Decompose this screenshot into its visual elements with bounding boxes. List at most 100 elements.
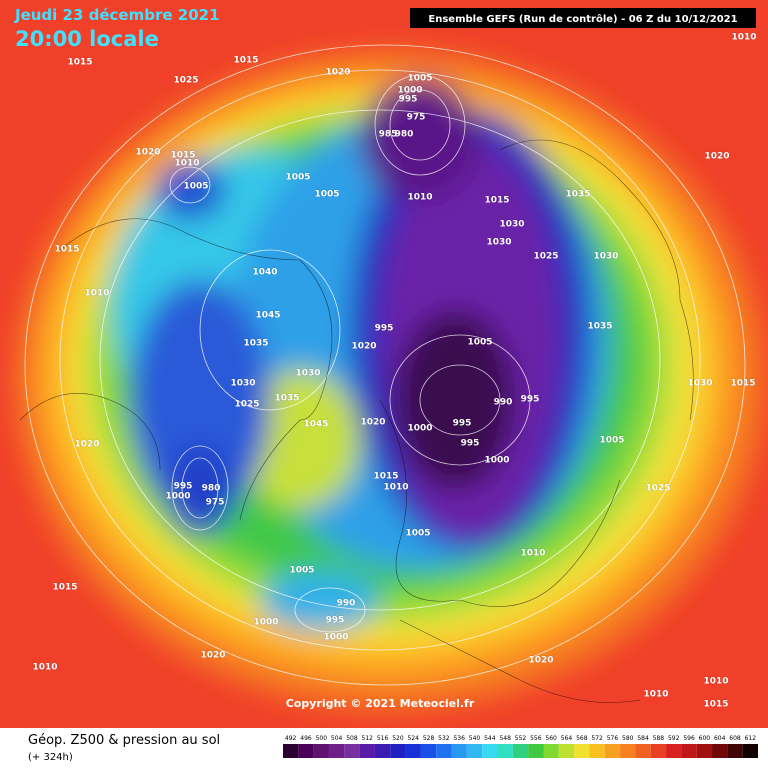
isobar-label: 1015: [484, 196, 509, 206]
isobar-label: 995: [453, 419, 472, 429]
scale-swatch: [666, 744, 682, 758]
isobar-label: 1010: [407, 193, 432, 203]
isobar-label: 995: [461, 439, 480, 449]
isobar-label: 1000: [253, 618, 278, 628]
scale-label: 600: [699, 735, 711, 742]
isobar-label: 1020: [528, 656, 553, 666]
isobar-label: 1010: [174, 159, 199, 169]
isobar-label: 1015: [67, 58, 92, 68]
isobar-label: 1020: [351, 342, 376, 352]
isobar-label: 995: [521, 395, 540, 405]
scale-label: 552: [515, 735, 527, 742]
isobar-label: 1005: [599, 436, 624, 446]
scale-swatch: [512, 744, 529, 758]
isobar-label: 1010: [32, 663, 57, 673]
isobar-label: 1000: [397, 86, 422, 96]
isobar-label: 1000: [407, 424, 432, 434]
isobar-label: 995: [375, 324, 394, 334]
isobar-label: 1020: [325, 68, 350, 78]
scale-swatch: [635, 744, 651, 758]
run-box: [410, 8, 756, 28]
scale-swatch: [528, 744, 544, 758]
scale-label: 596: [683, 735, 695, 742]
scale-label: 528: [423, 735, 435, 742]
scale-swatch: [543, 744, 559, 758]
scale-swatch: [298, 744, 314, 758]
isobar-label: 1015: [170, 151, 195, 161]
scale-label: 540: [469, 735, 481, 742]
isobar-label: 995: [174, 482, 193, 492]
scale-swatch: [589, 744, 605, 758]
isobar-label: 1010: [703, 677, 728, 687]
isobar-label: 1015: [373, 472, 398, 482]
scale-label: 496: [300, 735, 312, 742]
coastlines: [19, 139, 694, 703]
scale-swatch: [451, 744, 467, 758]
scale-label: 504: [331, 735, 343, 742]
isobar-label: 1005: [467, 338, 492, 348]
scale-label: 532: [438, 735, 450, 742]
scale-swatch: [405, 744, 421, 758]
scale-label: 512: [362, 735, 374, 742]
isobar-label: 1020: [360, 418, 385, 428]
isobar-label: 1030: [499, 220, 524, 230]
isobar-label: 1020: [135, 148, 160, 158]
isobar-label: 1020: [704, 152, 729, 162]
scale-swatch: [497, 744, 513, 758]
isobar-label: 1025: [173, 76, 198, 86]
isobar-label: 995: [326, 616, 345, 626]
isobar-label: 1000: [323, 633, 348, 643]
isobar-label: 1015: [233, 56, 258, 66]
scale-swatch: [742, 744, 758, 758]
isobar-label: 1015: [730, 379, 755, 389]
isobar-label: 1035: [274, 394, 299, 404]
isobar-label: 1040: [252, 268, 277, 278]
scale-swatch: [466, 744, 483, 758]
isobar-label: 1025: [234, 400, 259, 410]
isobar-label: 1000: [165, 492, 190, 502]
isobar-label: 1030: [593, 252, 618, 262]
scale-label: 548: [499, 735, 511, 742]
scale-label: 520: [392, 735, 404, 742]
isobar-label: 990: [337, 599, 356, 609]
isobar-label: 1010: [84, 289, 109, 299]
isobar-label: 975: [407, 113, 426, 123]
legend-subtitle: (+ 324h): [28, 752, 73, 763]
scale-label: 588: [653, 735, 665, 742]
scale-swatch: [574, 744, 590, 758]
scale-swatch: [374, 744, 391, 758]
isobar-label: 1010: [520, 549, 545, 559]
scale-swatch: [681, 744, 697, 758]
isobar-label: 985: [379, 130, 398, 140]
scale-label: 608: [729, 735, 741, 742]
scale-label: 580: [622, 735, 634, 742]
scale-swatch: [420, 744, 437, 758]
isobar-label: 1025: [533, 252, 558, 262]
scale-label: 576: [607, 735, 619, 742]
scale-label: 556: [530, 735, 542, 742]
isobar-label: 990: [494, 398, 513, 408]
isobar-label: 1045: [255, 311, 280, 321]
isobar-label: 1015: [52, 583, 77, 593]
copyright: Copyright © 2021 Meteociel.fr: [286, 697, 475, 710]
scale-label: 536: [453, 735, 465, 742]
legend-title: Géop. Z500 & pression au sol: [28, 733, 220, 748]
isobar-label: 980: [202, 484, 221, 494]
isobar-label: 1010: [383, 483, 408, 493]
scale-label: 568: [576, 735, 588, 742]
scale-label: 584: [637, 735, 649, 742]
scale-swatch: [359, 744, 375, 758]
scale-swatch: [650, 744, 667, 758]
date: Jeudi 23 décembre 2021: [14, 6, 220, 24]
isobar-label: 1005: [289, 566, 314, 576]
scale-label: 564: [561, 735, 573, 742]
isobar-label: 1015: [703, 700, 728, 710]
isobar-label: 1005: [183, 182, 208, 192]
scale-swatch: [283, 744, 299, 758]
scale-swatch: [436, 744, 452, 758]
scale-label: 572: [591, 735, 603, 742]
isobar-label: 1005: [285, 173, 310, 183]
isobar-label: 1020: [74, 440, 99, 450]
